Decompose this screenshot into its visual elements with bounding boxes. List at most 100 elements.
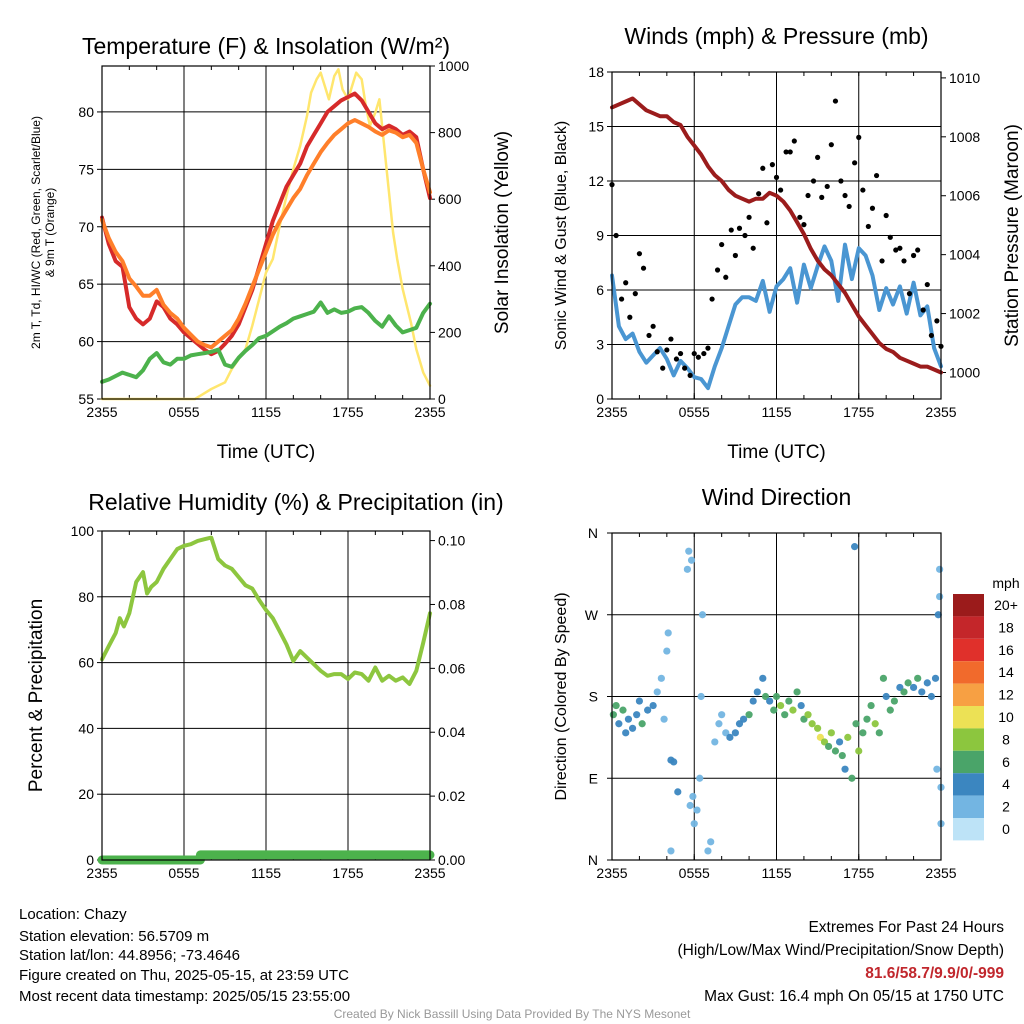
direction-point — [936, 565, 944, 573]
gust-point — [618, 296, 625, 302]
y-tick-label: N — [588, 525, 598, 541]
direction-point — [667, 847, 675, 855]
direction-point — [674, 788, 682, 796]
direction-point — [918, 688, 926, 696]
direction-point — [731, 729, 739, 737]
gust-point — [791, 138, 797, 144]
legend-label: 6 — [1002, 754, 1010, 770]
gust-point — [701, 350, 707, 357]
y2-axis-label: Solar Insolation (Yellow) — [492, 131, 513, 334]
series-line-1 — [610, 96, 943, 375]
gust-point — [613, 232, 619, 239]
x-tick-label: 2355 — [414, 404, 445, 420]
series-line-2 — [100, 118, 432, 350]
gust-point — [654, 349, 660, 355]
gust-point — [819, 194, 825, 200]
direction-point — [622, 729, 630, 737]
direction-point — [871, 720, 879, 728]
direction-point — [859, 729, 867, 737]
gust-point — [742, 232, 748, 239]
direction-point — [793, 688, 801, 696]
y-tick-label: 6 — [596, 282, 604, 298]
legend-label: 20+ — [994, 597, 1018, 613]
direction-point — [753, 688, 761, 696]
plot-frame — [101, 530, 431, 861]
gust-point — [664, 347, 670, 353]
gust-point — [901, 258, 907, 264]
y2-axis-label: Station Pressure (Maroon) — [1002, 124, 1023, 347]
x-tick-label: 2355 — [596, 865, 627, 881]
y2-tick-label: 0.04 — [438, 724, 465, 740]
extremes-values: 81.6/58.7/9.9/0/-999 — [865, 965, 1004, 982]
x-tick-label: 2355 — [414, 865, 445, 881]
gust-point — [746, 214, 752, 220]
y2-tick-label: 600 — [438, 191, 462, 207]
credit-text: Created By Nick Bassill Using Data Provi… — [333, 1007, 691, 1021]
gust-point — [805, 192, 811, 199]
x-tick-label: 0555 — [168, 865, 199, 881]
legend-swatch — [953, 818, 984, 841]
direction-point — [653, 688, 661, 696]
gust-point — [760, 165, 766, 171]
legend-swatch — [953, 728, 984, 751]
direction-point — [863, 715, 871, 723]
direction-point — [804, 711, 812, 719]
x-axis-label: Time (UTC) — [217, 442, 316, 463]
direction-point — [927, 692, 936, 701]
direction-point — [633, 711, 641, 719]
direction-point — [875, 729, 883, 737]
gust-point — [883, 212, 889, 219]
direction-point — [749, 697, 757, 705]
gust-point — [660, 365, 666, 371]
gust-point — [797, 214, 803, 220]
gust-point — [778, 187, 784, 193]
y2-tick-label: 400 — [438, 258, 462, 274]
series-line-0 — [100, 535, 432, 686]
direction-point — [886, 706, 894, 714]
y2-tick-label: 1008 — [949, 129, 980, 145]
gust-point — [764, 220, 770, 226]
y2-tick-label: 0.02 — [438, 788, 465, 804]
direction-point — [879, 674, 888, 682]
y2-tick-label: 200 — [438, 324, 462, 340]
gust-point — [682, 365, 688, 371]
y-tick-label: 80 — [78, 104, 94, 120]
legend-swatch — [953, 750, 984, 774]
gust-point — [632, 291, 638, 297]
gust-point — [832, 98, 839, 104]
location-text: Location: Chazy — [19, 906, 127, 923]
legend-swatch — [953, 773, 984, 796]
direction-point — [827, 729, 835, 737]
direction-point — [609, 711, 617, 719]
direction-point — [848, 774, 856, 782]
y2-tick-label: 0.00 — [438, 852, 465, 868]
direction-point — [660, 715, 668, 723]
gust-point — [915, 247, 921, 253]
gust-point — [842, 192, 848, 199]
direction-point — [882, 692, 890, 701]
direction-point — [785, 697, 793, 705]
series-line-1 — [97, 850, 435, 865]
direction-point — [931, 674, 940, 682]
x-tick-label: 1155 — [761, 404, 791, 420]
legend-label: 18 — [998, 619, 1014, 635]
x-axis-label: Time (UTC) — [727, 442, 826, 463]
y2-tick-label: 0.08 — [438, 596, 465, 612]
gust-point — [924, 281, 930, 288]
y2-tick-label: 800 — [438, 125, 462, 141]
x-tick-label: 1755 — [843, 865, 874, 881]
y-tick-label: 9 — [596, 228, 604, 244]
direction-point — [619, 706, 627, 714]
gust-point — [723, 274, 729, 280]
direction-point — [707, 838, 715, 846]
gust-point — [865, 223, 871, 230]
gust-point — [897, 245, 903, 251]
gust-point — [887, 234, 893, 240]
y-tick-label: 80 — [78, 589, 94, 605]
direction-point — [777, 701, 785, 710]
legend-label: 2 — [1002, 799, 1010, 815]
direction-point — [923, 679, 931, 687]
y-tick-label: 18 — [588, 64, 604, 80]
direction-point — [624, 715, 633, 723]
legend-title: mph — [992, 575, 1019, 591]
